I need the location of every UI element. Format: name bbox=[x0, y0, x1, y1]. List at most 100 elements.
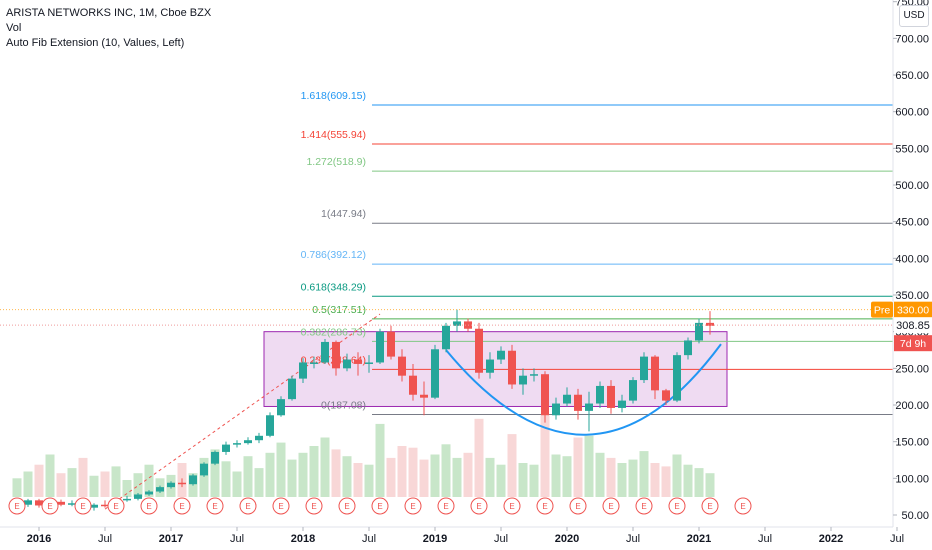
earnings-marker-label: E bbox=[212, 502, 217, 511]
volume-bar bbox=[353, 463, 363, 497]
earnings-marker bbox=[404, 497, 422, 515]
volume-bar bbox=[408, 447, 418, 497]
volume-bar bbox=[573, 437, 583, 497]
volume-bar bbox=[78, 457, 88, 497]
candle-body bbox=[387, 331, 395, 357]
candle-body bbox=[585, 403, 593, 411]
earnings-marker-label: E bbox=[641, 502, 646, 511]
fib-level-label: 1.414(555.94) bbox=[301, 129, 366, 141]
candle-body bbox=[497, 350, 505, 360]
earnings-marker-label: E bbox=[707, 502, 712, 511]
candle-body bbox=[365, 362, 373, 364]
candle-body bbox=[277, 399, 285, 416]
earnings-marker bbox=[74, 497, 92, 515]
volume-bar bbox=[364, 464, 374, 497]
y-tick-label: 100.00 bbox=[895, 473, 929, 485]
candle-body bbox=[453, 321, 461, 326]
pre-tag-value-bg bbox=[894, 301, 932, 318]
candle-body bbox=[90, 504, 98, 508]
volume-bar bbox=[100, 471, 110, 497]
earnings-marker-label: E bbox=[410, 502, 415, 511]
currency-button[interactable]: USD bbox=[899, 5, 929, 27]
earnings-marker-label: E bbox=[509, 502, 514, 511]
earnings-marker-label: E bbox=[80, 502, 85, 511]
volume-bar bbox=[595, 452, 605, 497]
candle-body bbox=[178, 482, 186, 485]
volume-bar bbox=[199, 457, 209, 497]
candle-body bbox=[530, 374, 538, 376]
candle-body bbox=[354, 359, 362, 364]
volume-bar bbox=[496, 464, 506, 497]
x-tick-label: 2019 bbox=[423, 533, 447, 545]
volume-bar bbox=[56, 473, 66, 497]
volume-bar bbox=[452, 457, 462, 497]
cup-curve bbox=[445, 343, 722, 436]
candle-body bbox=[189, 475, 197, 485]
volume-bar bbox=[298, 452, 308, 497]
candle-body bbox=[398, 356, 406, 376]
candle-body bbox=[508, 350, 516, 385]
candle-body bbox=[574, 394, 582, 411]
last-price-bg bbox=[894, 317, 932, 334]
candle-body bbox=[343, 359, 351, 369]
candle-body bbox=[563, 394, 571, 404]
x-tick-label: 2016 bbox=[27, 533, 51, 545]
candle-body bbox=[431, 349, 439, 398]
volume-bar bbox=[210, 449, 220, 497]
candle-body bbox=[475, 328, 483, 373]
volume-bar bbox=[254, 468, 264, 497]
candle-body bbox=[541, 374, 549, 416]
earnings-marker-label: E bbox=[344, 502, 349, 511]
fib-levels-layer: 1.618(609.15) 1.414(555.94) 1.272(518.9) 1(… bbox=[301, 90, 893, 415]
earnings-marker-label: E bbox=[47, 502, 52, 511]
candle-body bbox=[57, 501, 65, 505]
x-tick-label: 2018 bbox=[291, 533, 315, 545]
y-tick-label: 600.00 bbox=[895, 107, 929, 119]
candle-body bbox=[376, 331, 384, 363]
candle-body bbox=[409, 375, 417, 395]
earnings-marker-label: E bbox=[608, 502, 613, 511]
candle-body bbox=[640, 356, 648, 381]
candle-body bbox=[332, 341, 340, 369]
candle-body bbox=[684, 340, 692, 356]
x-tick-label: Jul bbox=[98, 533, 112, 545]
volume-bar bbox=[67, 468, 77, 497]
volume-bar bbox=[672, 454, 682, 497]
pre-tag-value: 330.00 bbox=[897, 305, 929, 317]
candle-body bbox=[607, 385, 615, 408]
y-tick-label: 500.00 bbox=[895, 180, 929, 192]
x-tick-label: Jul bbox=[890, 533, 904, 545]
earnings-marker bbox=[437, 497, 455, 515]
volume-bar bbox=[562, 456, 572, 497]
earnings-marker bbox=[503, 497, 521, 515]
candle-body bbox=[255, 435, 263, 441]
volume-bar bbox=[463, 452, 473, 497]
volume-bar bbox=[661, 466, 671, 497]
candle-body bbox=[200, 463, 208, 476]
symbol-title[interactable]: ARISTA NETWORKS INC, 1M, Cboe BZX bbox=[6, 7, 212, 19]
earnings-marker bbox=[701, 497, 719, 515]
earnings-marker bbox=[602, 497, 620, 515]
volume-bar bbox=[507, 434, 517, 497]
earnings-marker-label: E bbox=[740, 502, 745, 511]
y-tick-label: 250.00 bbox=[895, 363, 929, 375]
y-tick-label: 750.00 bbox=[895, 0, 929, 9]
volume-bar bbox=[232, 471, 242, 497]
candle-body bbox=[695, 322, 703, 341]
fib-level-label: 0.382(286.73) bbox=[301, 326, 366, 338]
candle-body bbox=[596, 385, 604, 404]
candle-body bbox=[233, 443, 241, 445]
candle-body bbox=[486, 359, 494, 373]
indicator-label[interactable]: Auto Fib Extension (10, Values, Left) bbox=[6, 37, 185, 49]
candle-body bbox=[629, 380, 637, 401]
trend-line-layer bbox=[104, 313, 381, 510]
earnings-marker bbox=[41, 497, 59, 515]
volume-bar bbox=[441, 444, 451, 497]
x-tick-label: 2021 bbox=[687, 533, 711, 545]
fib-level-label: 0(187.08) bbox=[321, 399, 366, 411]
volume-label[interactable]: Vol bbox=[6, 22, 22, 34]
y-tick-label: 200.00 bbox=[895, 400, 929, 412]
earnings-marker bbox=[338, 497, 356, 515]
